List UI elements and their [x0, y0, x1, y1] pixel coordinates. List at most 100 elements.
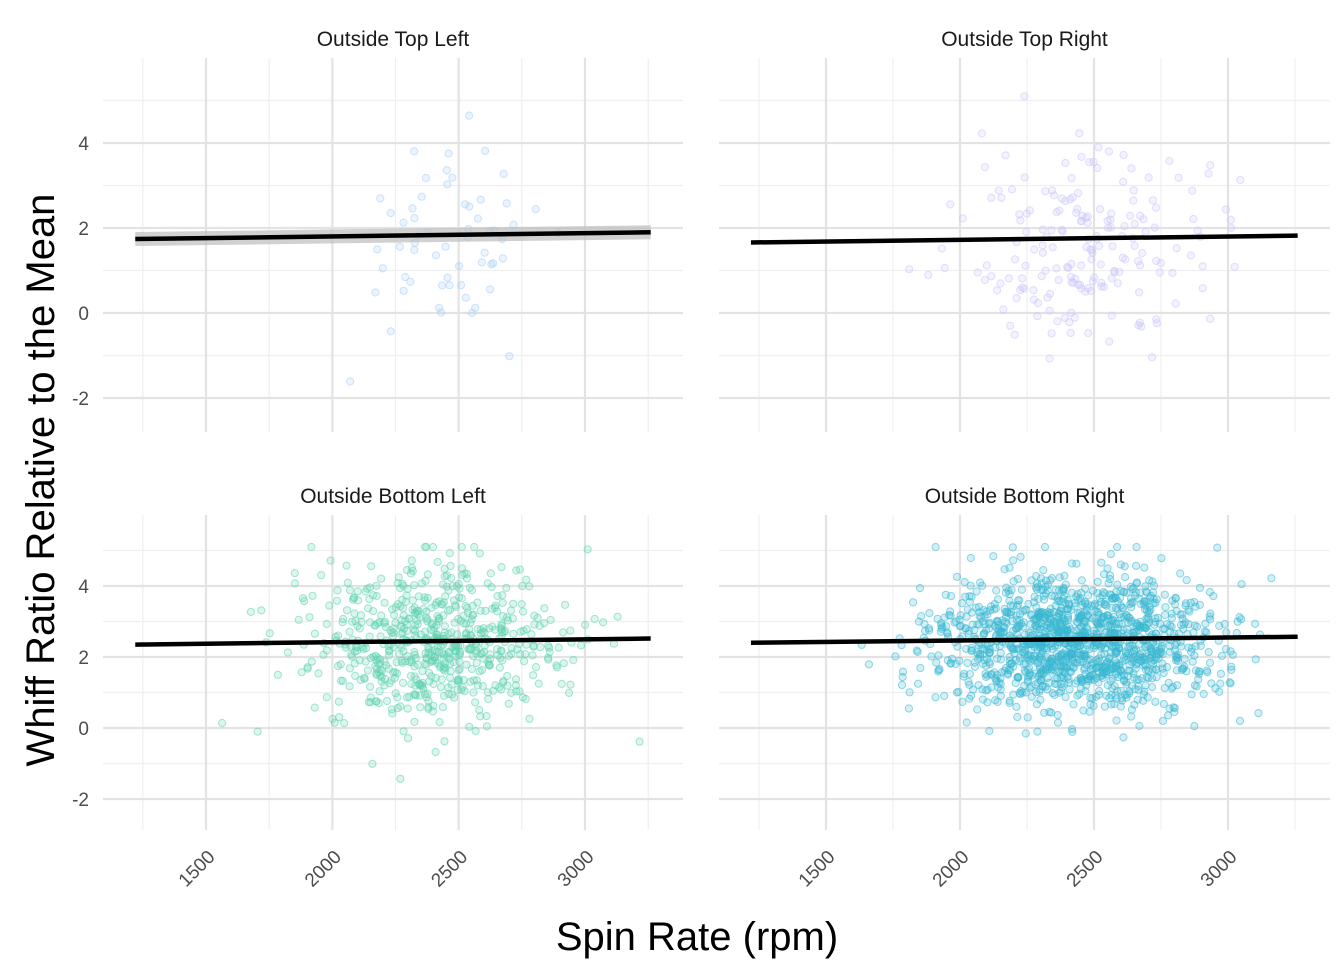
data-point [1124, 618, 1133, 628]
data-point [475, 705, 484, 715]
data-point [1141, 582, 1150, 591]
data-point [528, 651, 537, 660]
data-point [1107, 648, 1116, 657]
data-point [1205, 612, 1214, 621]
data-point [482, 722, 491, 731]
data-point [1110, 268, 1119, 277]
data-point [294, 615, 303, 624]
data-point [333, 586, 342, 595]
data-point [1002, 619, 1011, 628]
data-point [940, 263, 949, 273]
data-point [422, 653, 431, 662]
data-point [1130, 219, 1139, 229]
data-point [1059, 614, 1068, 624]
data-point [1151, 655, 1160, 664]
data-point [1122, 693, 1131, 702]
data-point [322, 619, 331, 629]
data-point [427, 603, 436, 613]
data-point [512, 675, 521, 684]
data-point [534, 679, 543, 688]
data-point [399, 611, 408, 620]
data-point [952, 688, 962, 697]
data-point [1034, 610, 1043, 619]
data-point [440, 572, 449, 581]
data-point [1041, 187, 1050, 196]
data-point [421, 576, 430, 586]
data-point [1134, 675, 1144, 684]
data-point [1206, 609, 1215, 618]
data-point [973, 705, 982, 714]
data-point [475, 667, 484, 676]
data-point [1006, 666, 1015, 675]
data-point [934, 666, 943, 675]
data-point [486, 650, 495, 659]
data-point [982, 672, 991, 682]
data-point [1114, 624, 1123, 633]
data-point [940, 613, 949, 622]
data-point [1173, 653, 1182, 662]
data-point [1100, 702, 1110, 711]
data-point [1119, 733, 1128, 742]
data-point [1170, 646, 1179, 655]
data-point [613, 612, 622, 621]
data-point [1027, 576, 1036, 585]
data-point [431, 747, 440, 757]
data-point [380, 657, 389, 666]
data-point [1063, 672, 1072, 682]
data-point [1059, 585, 1069, 594]
data-point [540, 619, 549, 628]
data-point [1106, 575, 1115, 584]
data-point [439, 691, 449, 701]
data-point [437, 600, 446, 609]
data-point [399, 218, 408, 227]
data-point [1144, 673, 1153, 683]
data-point [1041, 682, 1050, 691]
data-point [966, 553, 975, 563]
data-point [1016, 552, 1025, 562]
data-point [1021, 729, 1030, 738]
data-point [307, 657, 316, 666]
data-point [1123, 624, 1132, 634]
data-point [960, 577, 969, 587]
data-point [340, 719, 349, 728]
data-point [909, 598, 918, 607]
data-point [983, 698, 992, 707]
data-point [504, 699, 513, 708]
data-point [427, 646, 437, 656]
data-point [438, 703, 447, 712]
data-point [497, 628, 507, 637]
data-point [395, 242, 404, 251]
data-point [1005, 563, 1014, 572]
data-point [967, 646, 976, 655]
data-point [980, 275, 990, 285]
data-point [1152, 256, 1161, 265]
data-point [1076, 280, 1085, 289]
data-point [1009, 556, 1018, 565]
data-point [1160, 624, 1169, 633]
data-point [1107, 311, 1117, 320]
data-point [476, 712, 485, 721]
data-point [483, 579, 492, 588]
data-point [1032, 616, 1041, 626]
data-point [1118, 603, 1127, 613]
data-point [265, 629, 274, 638]
data-point [394, 573, 403, 582]
data-point [290, 569, 299, 578]
data-point [1104, 611, 1113, 620]
data-point [457, 281, 466, 290]
data-point [1113, 542, 1122, 552]
data-point [1065, 318, 1074, 327]
data-point [1089, 701, 1098, 710]
data-point [1098, 671, 1107, 680]
data-point [934, 651, 943, 660]
data-point [466, 677, 475, 686]
x-tick-label: 1500 [175, 847, 220, 892]
data-point [522, 575, 531, 584]
data-point [497, 563, 506, 572]
data-point [1226, 679, 1235, 688]
data-point [937, 244, 946, 253]
data-point [442, 582, 451, 591]
data-point [1145, 607, 1154, 616]
data-point [1199, 689, 1208, 699]
data-point [979, 630, 988, 639]
